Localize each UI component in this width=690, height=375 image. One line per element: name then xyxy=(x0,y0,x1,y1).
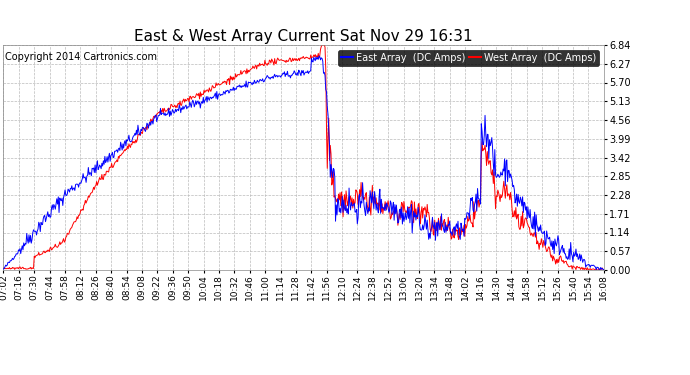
Title: East & West Array Current Sat Nov 29 16:31: East & West Array Current Sat Nov 29 16:… xyxy=(135,29,473,44)
Legend: East Array  (DC Amps), West Array  (DC Amps): East Array (DC Amps), West Array (DC Amp… xyxy=(338,50,599,66)
Text: Copyright 2014 Cartronics.com: Copyright 2014 Cartronics.com xyxy=(5,52,157,62)
